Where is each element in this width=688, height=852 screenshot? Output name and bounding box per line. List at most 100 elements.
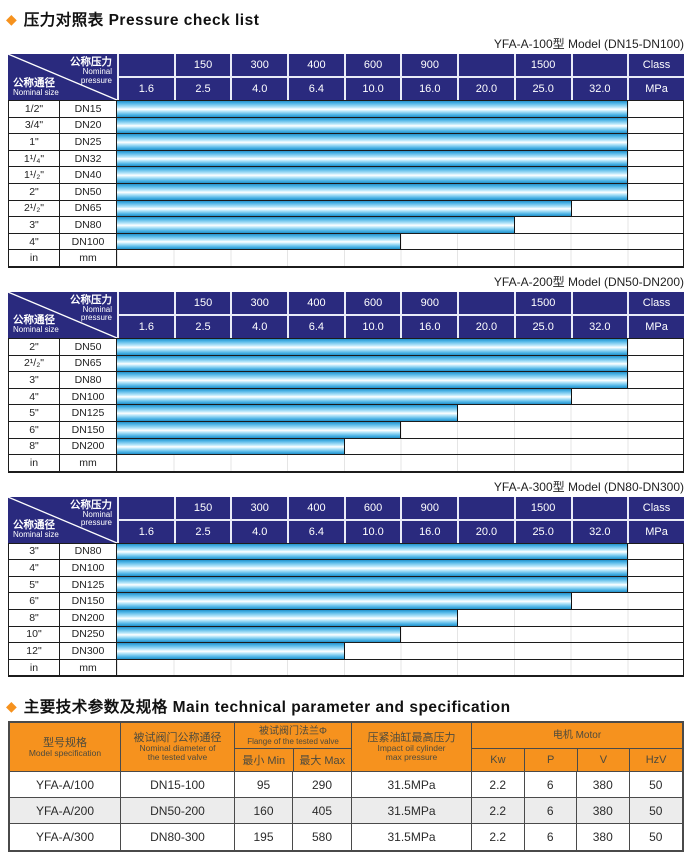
inch-size-cell: 1¹/₄" [8, 150, 60, 167]
mpa-value-cell: 32.0 [572, 76, 628, 100]
nominal-size-label: 公称通径 Nominal size [13, 76, 59, 97]
class-value-cell [119, 54, 174, 76]
corner-header-cell: 公称压力 Nominal pressure 公称通径 Nominal size [8, 291, 117, 338]
inch-size-cell: 5" [8, 576, 60, 593]
pressure-range-cell [117, 643, 684, 659]
class-value-cell: 150 [193, 296, 213, 309]
pressure-range-cell [117, 233, 684, 250]
dn-size-cell: DN200 [60, 438, 117, 455]
unit-empty-cell [117, 659, 684, 676]
header-column: 20.0 [457, 496, 514, 543]
spec-section-header: ◆ 主要技术参数及规格 Main technical parameter and… [6, 695, 688, 717]
header-column: 32.0 [570, 291, 628, 338]
pressure-section-header: ◆ 压力对照表 Pressure check list [6, 8, 688, 30]
unit-inch-cell: in [8, 250, 60, 266]
pressure-range-bar [117, 576, 628, 593]
mpa-value-cell: 32.0 [572, 313, 628, 338]
table-row: 10" DN250 [8, 626, 684, 644]
pressure-range-cell [117, 560, 684, 576]
dn-size-cell: DN250 [60, 626, 117, 643]
unit-row: in mm [8, 455, 684, 473]
unit-mm-cell: mm [60, 659, 117, 676]
inch-size-cell: 1¹/₂" [8, 167, 60, 183]
mpa-value-cell: MPa [629, 518, 684, 543]
spec-cell-p: 6 [525, 798, 577, 824]
mpa-value-cell: 2.5 [175, 76, 231, 100]
pressure-range-bar [117, 560, 628, 576]
class-value-cell [573, 292, 628, 314]
diagonal-divider [8, 496, 117, 543]
diamond-icon: ◆ [6, 698, 17, 715]
header-column: 300 4.0 [230, 496, 288, 543]
spec-cell-max: 290 [293, 772, 352, 798]
class-value-cell: Class [642, 501, 671, 514]
pressure-range-cell [117, 338, 684, 355]
mpa-value-cell: 16.0 [402, 518, 458, 543]
spec-cell-hz: 50 [649, 830, 663, 845]
spec-row: YFA-A/200 DN50-200 160 405 31.5MPa 2.2 6… [10, 798, 682, 825]
unit-mm-cell: mm [60, 455, 117, 471]
header-columns: 1.6 150 2.5 300 4.0 400 6.4 60 [117, 291, 684, 338]
dn-size-cell: DN200 [60, 610, 117, 626]
diamond-icon: ◆ [6, 11, 17, 27]
mpa-value-cell: 20.0 [459, 518, 514, 543]
unit-empty-cell [117, 455, 684, 471]
mpa-value-cell: 2.5 [175, 313, 231, 338]
corner-header-cell: 公称压力 Nominal pressure 公称通径 Nominal size [8, 496, 117, 543]
pressure-range-bar [117, 200, 572, 217]
pressure-range-bar [117, 217, 515, 233]
unit-row: in mm [8, 250, 684, 268]
mpa-value-cell: MPa [629, 313, 684, 338]
class-value-cell: 300 [250, 59, 269, 71]
inch-size-cell: 1" [8, 134, 60, 150]
diagonal-divider [8, 291, 117, 338]
pressure-range-cell [117, 438, 684, 455]
spec-cell-hz: 50 [649, 803, 663, 818]
dn-size-cell: DN50 [60, 338, 117, 355]
nominal-pressure-label: 公称压力 Nominal pressure [70, 293, 112, 323]
class-value-cell: Class [642, 296, 671, 309]
table-row: 2¹/₂" DN65 [8, 200, 684, 218]
spec-cell-kw: 2.2 [472, 772, 525, 798]
header-column: 400 6.4 [287, 291, 344, 338]
mpa-value-cell: 6.4 [289, 76, 344, 100]
table-title-100: YFA-A-100型 Model (DN15-DN100) [493, 37, 684, 51]
table-row: 2¹/₂" DN65 [8, 355, 684, 373]
mpa-value-cell: 25.0 [515, 313, 571, 338]
header-columns: 1.6 150 2.5 300 4.0 400 6.4 60 [117, 496, 684, 543]
unit-mm-cell: mm [60, 250, 117, 266]
table-row: 4" DN100 [8, 560, 684, 577]
inch-size-cell: 3" [8, 217, 60, 233]
header-flange-group: 被试阀门法兰Φ Flange of the tested valve 最小 Mi… [235, 723, 352, 772]
dn-size-cell: DN32 [60, 150, 117, 167]
spec-cell-dn: DN80-300 [121, 824, 235, 851]
table-row: 3" DN80 [8, 543, 684, 561]
class-value-cell [573, 497, 628, 519]
spec-cell-p: 6 [525, 772, 577, 798]
mpa-value-cell: 4.0 [232, 518, 288, 543]
spec-row: YFA-A/300 DN80-300 195 580 31.5MPa 2.2 6… [10, 824, 682, 851]
header-column: 150 2.5 [173, 291, 231, 338]
class-value-cell: 900 [420, 59, 439, 71]
header-column: 900 16.0 [400, 54, 458, 100]
header-column: 20.0 [457, 291, 514, 338]
inch-size-cell: 3/4" [8, 117, 60, 134]
header-column: 1.6 [117, 291, 174, 338]
spec-cell-model: YFA-A/100 [10, 772, 121, 798]
dn-size-cell: DN80 [60, 372, 117, 388]
spec-cell-pressure: 31.5MPa [352, 798, 472, 824]
mpa-value-cell: 25.0 [515, 76, 571, 100]
spec-cell-v: 380 [577, 798, 630, 824]
pressure-range-bar [117, 388, 572, 405]
dn-size-cell: DN125 [60, 405, 117, 421]
dn-size-cell: DN50 [60, 183, 117, 200]
pressure-range-cell [117, 543, 684, 560]
mpa-value-cell: 2.5 [175, 518, 231, 543]
table-row: 3" DN80 [8, 372, 684, 389]
spec-table-body: YFA-A/100 DN15-100 95 290 31.5MPa 2.2 6 … [10, 772, 682, 851]
pressure-range-bar [117, 626, 401, 643]
pressure-range-bar [117, 134, 628, 150]
section-title: 主要技术参数及规格 Main technical parameter and s… [23, 699, 511, 717]
spec-cell-min: 95 [235, 772, 293, 798]
pressure-range-cell [117, 576, 684, 593]
